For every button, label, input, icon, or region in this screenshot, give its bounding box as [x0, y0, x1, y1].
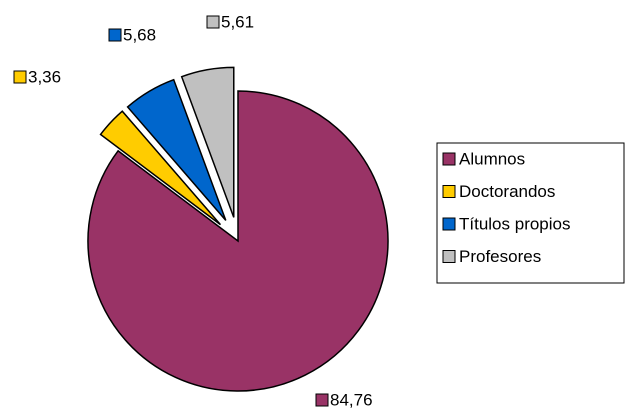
data-label: 3,36 [28, 67, 61, 86]
legend-label: Títulos propios [459, 214, 571, 233]
legend-label: Alumnos [459, 149, 525, 168]
legend-swatch [442, 250, 456, 263]
legend-label: Profesores [459, 247, 541, 266]
legend-swatch [442, 217, 456, 231]
pie-slice [180, 66, 235, 218]
pie-slice [99, 110, 222, 226]
legend-swatch [442, 185, 456, 198]
legend-swatch [442, 152, 456, 166]
legend-label: Doctorandos [459, 182, 555, 201]
data-label: 5,68 [123, 25, 156, 44]
label-marker [108, 28, 122, 42]
pie-slice [87, 90, 389, 392]
data-label: 84,76 [330, 390, 373, 409]
pie-slice [126, 78, 227, 221]
legend-box [436, 142, 625, 284]
label-marker [206, 15, 220, 29]
label-marker [315, 393, 329, 407]
data-label: 5,61 [221, 12, 254, 31]
label-marker [13, 70, 27, 84]
